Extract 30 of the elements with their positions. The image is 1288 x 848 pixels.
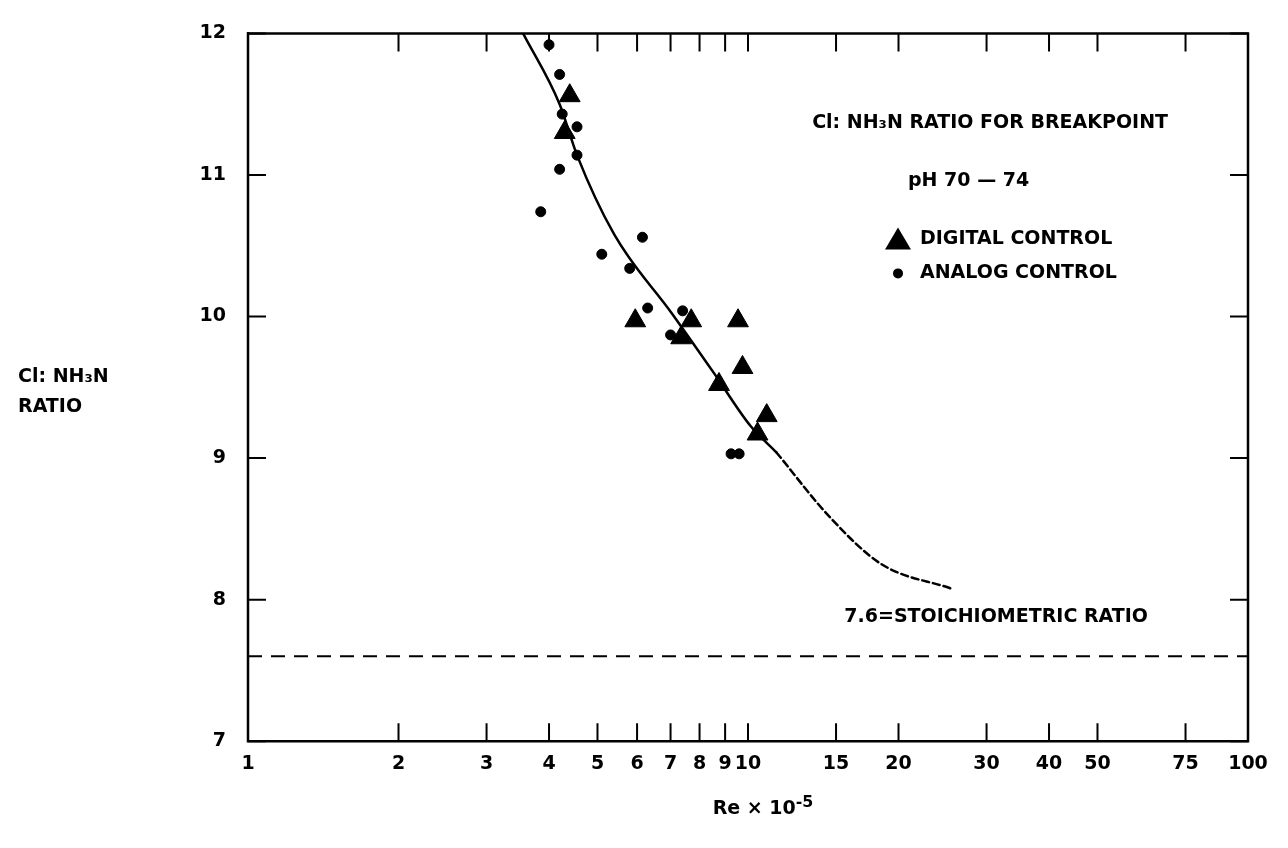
y-tick-label: 9 bbox=[212, 445, 226, 468]
x-tick-label: 75 bbox=[1172, 750, 1199, 773]
x-tick-label: 20 bbox=[885, 750, 912, 773]
x-tick-label: 30 bbox=[973, 750, 1000, 773]
x-tick-label: 9 bbox=[718, 750, 732, 773]
x-tick-label: 4 bbox=[542, 750, 556, 773]
x-tick-label: 100 bbox=[1228, 750, 1268, 773]
annotation: Cl: NH₃N RATIO FOR BREAKPOINT bbox=[812, 110, 1169, 133]
x-tick-label: 8 bbox=[692, 750, 707, 773]
x-tick-label: 10 bbox=[734, 750, 762, 773]
x-axis-title: Re × 10$^{-5}$ bbox=[711, 792, 815, 819]
legend-label: ANALOG CONTROL bbox=[920, 260, 1117, 283]
ref-line-label: 7.6=STOICHIOMETRIC RATIO bbox=[844, 603, 1148, 626]
y-tick-label: 11 bbox=[199, 161, 226, 184]
annotation: pH 70 — 74 bbox=[908, 168, 1030, 191]
x-tick-label: 50 bbox=[1084, 750, 1111, 773]
legend-label: DIGITAL CONTROL bbox=[920, 226, 1113, 249]
x-tick-label: 7 bbox=[663, 750, 678, 773]
x-tick-label: 6 bbox=[630, 750, 644, 773]
x-tick-label: 3 bbox=[479, 750, 494, 773]
y-tick-label: 7 bbox=[212, 728, 226, 751]
y-axis-title: Cl: NH₃N RATIO bbox=[18, 364, 109, 417]
x-tick-label: 15 bbox=[822, 750, 850, 773]
x-tick-label: 40 bbox=[1035, 750, 1063, 773]
y-tick-label: 10 bbox=[199, 303, 226, 326]
x-tick-label: 2 bbox=[391, 750, 406, 773]
y-tick-label: 8 bbox=[212, 586, 226, 609]
y-tick-label: 12 bbox=[199, 20, 226, 43]
x-tick-label: 1 bbox=[241, 750, 255, 773]
x-tick-label: 5 bbox=[590, 750, 605, 773]
